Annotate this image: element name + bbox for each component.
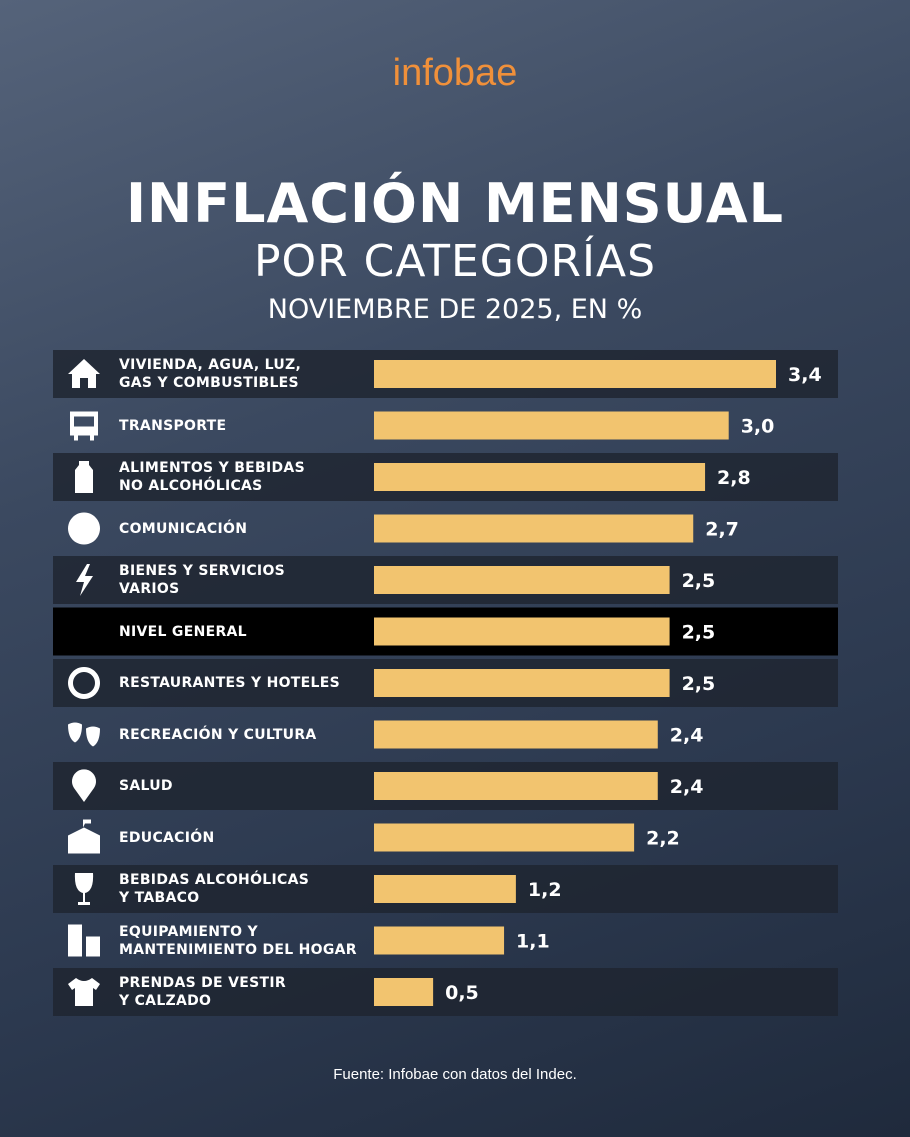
row-icon bbox=[68, 924, 100, 957]
category-label: RECREACIÓN Y CULTURA bbox=[119, 726, 317, 743]
value-label: 2,4 bbox=[670, 725, 704, 747]
chart-subtitle: POR CATEGORÍAS bbox=[253, 236, 657, 287]
value-label: 2,5 bbox=[682, 570, 716, 592]
value-label: 2,2 bbox=[646, 828, 680, 850]
category-label: EQUIPAMIENTO Y MANTENIMIENTO DEL HOGAR bbox=[119, 923, 357, 958]
value-label: 1,1 bbox=[516, 931, 550, 953]
bar bbox=[374, 978, 434, 1006]
value-label: 3,0 bbox=[741, 416, 775, 438]
category-label: SALUD bbox=[119, 778, 173, 794]
category-label: EDUCACIÓN bbox=[119, 829, 215, 846]
bar bbox=[374, 720, 658, 749]
category-label: BEBIDAS ALCOHÓLICAS Y TABACO bbox=[119, 872, 310, 906]
value-label: 1,2 bbox=[528, 879, 562, 901]
bar bbox=[374, 617, 670, 646]
row-icon bbox=[76, 564, 93, 596]
chart-title: INFLACIÓN MENSUAL bbox=[125, 172, 785, 235]
period: NOVIEMBRE DE 2025, EN % bbox=[267, 294, 643, 325]
source: Fuente: Infobae con datos del Indec. bbox=[333, 1066, 577, 1083]
category-label: NIVEL GENERAL bbox=[119, 623, 247, 640]
row-icon bbox=[68, 819, 100, 854]
bar bbox=[374, 514, 694, 543]
bar bbox=[374, 823, 635, 852]
value-label: 2,8 bbox=[717, 467, 751, 489]
value-label: 2,5 bbox=[682, 673, 716, 695]
bar bbox=[374, 360, 776, 388]
row-icon bbox=[68, 722, 100, 747]
row-icon bbox=[74, 873, 94, 905]
row-icon bbox=[68, 359, 100, 388]
row-icon bbox=[68, 512, 101, 545]
value-label: 0,5 bbox=[445, 982, 479, 1004]
bar bbox=[374, 875, 516, 903]
value-label: 2,4 bbox=[670, 776, 704, 798]
row-icon bbox=[70, 411, 98, 441]
bar bbox=[374, 566, 670, 594]
logo: infobae bbox=[392, 52, 518, 94]
category-label: VIVIENDA, AGUA, LUZ, GAS Y COMBUSTIBLES bbox=[119, 357, 302, 391]
category-label: PRENDAS DE VESTIR Y CALZADO bbox=[119, 975, 286, 1009]
bar bbox=[374, 411, 729, 440]
row-icon bbox=[75, 461, 93, 493]
value-label: 3,4 bbox=[788, 364, 822, 386]
category-label: TRANSPORTE bbox=[119, 417, 227, 434]
category-label: BIENES Y SERVICIOS VARIOS bbox=[119, 563, 286, 597]
bar bbox=[374, 926, 505, 955]
category-label: RESTAURANTES Y HOTELES bbox=[119, 675, 340, 691]
bar bbox=[374, 463, 706, 491]
category-label: ALIMENTOS Y BEBIDAS NO ALCOHÓLICAS bbox=[119, 460, 305, 494]
row-background bbox=[53, 968, 838, 1016]
row-icon bbox=[68, 978, 100, 1006]
value-label: 2,7 bbox=[705, 519, 739, 541]
bar bbox=[374, 772, 658, 800]
bar bbox=[374, 669, 670, 697]
category-label: COMUNICACIÓN bbox=[119, 520, 248, 537]
value-label: 2,5 bbox=[682, 622, 716, 644]
row-icon bbox=[72, 769, 96, 802]
row-icon bbox=[68, 667, 101, 699]
